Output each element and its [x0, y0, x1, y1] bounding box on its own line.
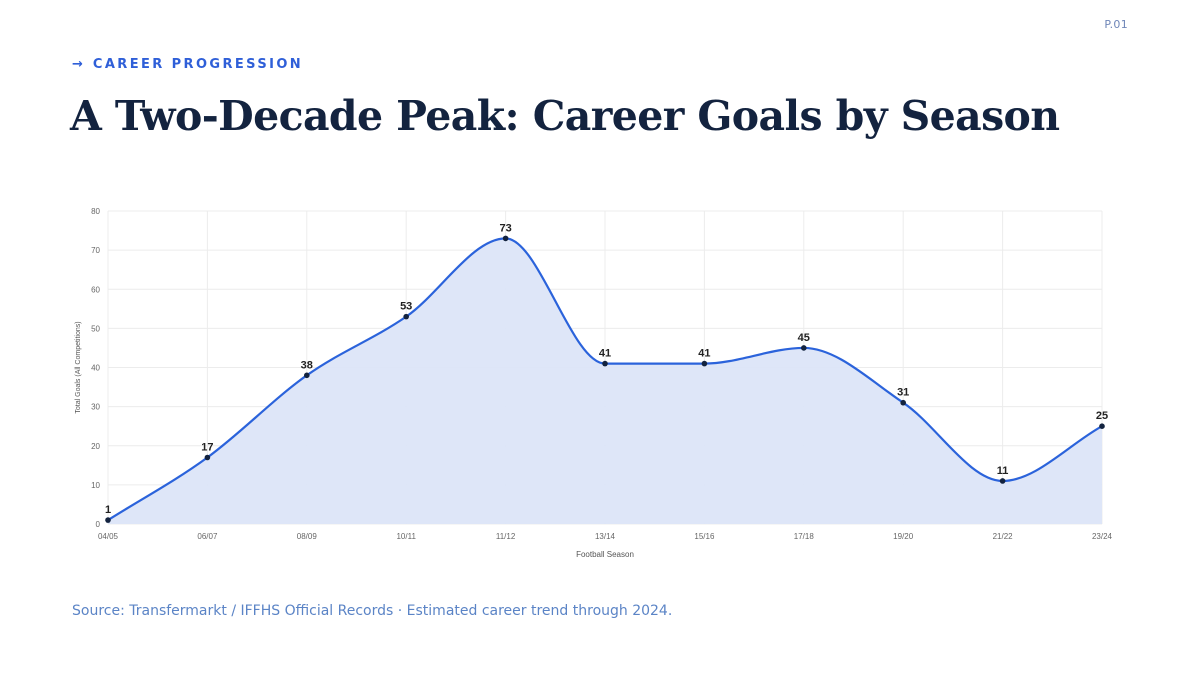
- x-tick-label: 10/11: [396, 532, 416, 541]
- data-label: 45: [798, 332, 810, 344]
- area-fill: [108, 238, 1102, 524]
- data-label: 73: [499, 222, 511, 234]
- y-tick-label: 20: [91, 442, 100, 451]
- data-label: 25: [1096, 410, 1108, 422]
- y-axis-title: Total Goals (All Competitions): [75, 321, 82, 413]
- x-tick-label: 04/05: [98, 532, 119, 541]
- data-point: [204, 454, 211, 461]
- data-point: [1099, 423, 1105, 429]
- data-point: [105, 517, 111, 523]
- data-point: [602, 360, 608, 367]
- x-tick-label: 23/24: [1092, 532, 1113, 541]
- y-tick-label: 80: [91, 207, 100, 216]
- x-tick-label: 08/09: [297, 532, 318, 541]
- series-line: [107, 237, 1103, 522]
- x-tick-label: 13/14: [595, 532, 616, 541]
- y-tick-label: 0: [96, 520, 101, 529]
- x-tick-label: 06/07: [197, 532, 218, 541]
- data-label: 11: [997, 465, 1009, 477]
- x-axis-title: Football Season: [576, 550, 634, 559]
- data-point: [801, 345, 807, 351]
- page-title: A Two-Decade Peak: Career Goals by Seaso…: [70, 92, 1060, 140]
- data-point: [502, 235, 509, 242]
- data-label: 1: [105, 504, 111, 516]
- data-point: [701, 360, 708, 367]
- x-tick-label: 21/22: [993, 532, 1014, 541]
- x-tick-label: 15/16: [694, 532, 715, 541]
- y-tick-label: 70: [91, 246, 100, 255]
- y-tick-label: 50: [91, 324, 100, 333]
- data-label: 41: [599, 348, 611, 360]
- data-point: [900, 399, 906, 406]
- page-number: P.01: [1104, 18, 1128, 31]
- goals-chart: 0 10 20 30 40 50 60 70 80 04/05 06/07 08/09 10/11 11/…: [60, 195, 1130, 570]
- y-tick-label: 40: [91, 364, 100, 373]
- data-point: [403, 313, 410, 320]
- x-tick-label: 11/12: [496, 532, 516, 541]
- x-tick-label: 17/18: [794, 532, 815, 541]
- data-point: [304, 372, 310, 379]
- data-label: 53: [400, 301, 412, 313]
- data-label: 17: [201, 441, 213, 453]
- eyebrow-label: CAREER PROGRESSION: [92, 57, 304, 72]
- source-note: Source: Transfermarkt / IFFHS Official R…: [72, 603, 673, 619]
- data-label: 38: [301, 359, 313, 371]
- section-eyebrow: → CAREER PROGRESSION: [72, 57, 303, 72]
- chart-svg: 0 10 20 30 40 50 60 70 80 04/05 06/07 08/09 10/11 11/…: [75, 207, 1113, 559]
- data-label: 31: [897, 387, 909, 399]
- data-label: 41: [698, 348, 710, 360]
- y-tick-label: 10: [91, 481, 100, 490]
- arrow-right-icon: →: [72, 57, 83, 72]
- y-tick-label: 60: [91, 285, 100, 294]
- y-tick-label: 30: [91, 403, 100, 412]
- x-tick-label: 19/20: [893, 532, 914, 541]
- data-point: [999, 478, 1006, 484]
